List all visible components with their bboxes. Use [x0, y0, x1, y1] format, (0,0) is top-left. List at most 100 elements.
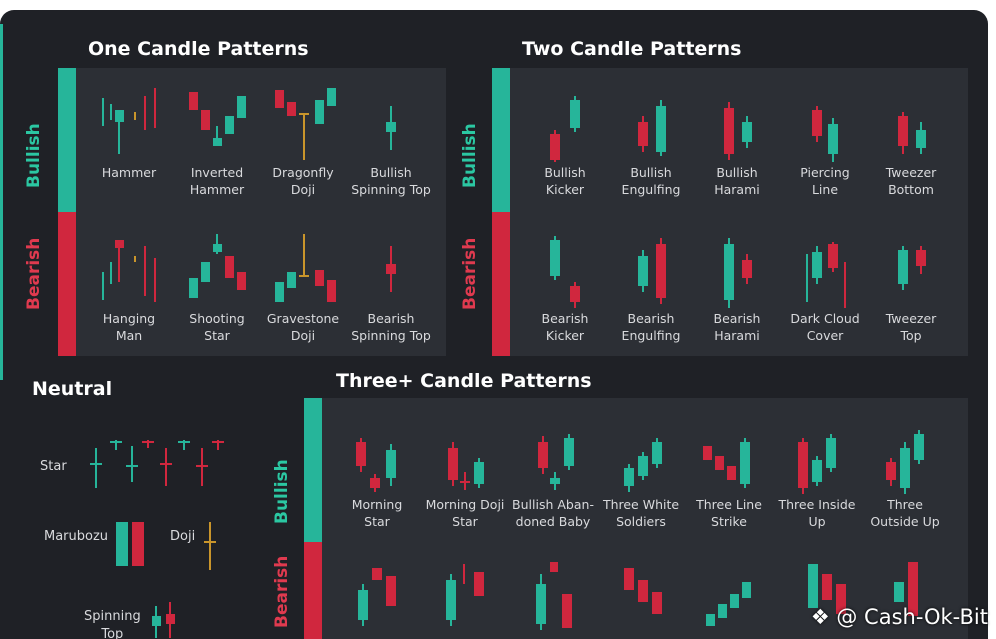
one-candle-panel: Hammer Inverted Hammer Dragonfly Doji — [58, 68, 446, 356]
watermark-text: @ Cash-Ok-Bit — [836, 605, 988, 629]
bearish-kicker-label: Bearish Kicker — [541, 311, 589, 343]
bullish-harami-chart — [724, 102, 752, 160]
pattern-bullish-kicker: Bullish Kicker — [520, 86, 610, 198]
three-candle-bearish-charts — [358, 562, 918, 630]
three-candle-title: Three+ Candle Patterns — [336, 370, 592, 392]
bullish-spinning-top-label: Bullish Spinning Top — [351, 165, 431, 197]
bullish-engulfing-label: Bullish Engulfing — [621, 165, 681, 197]
dark-cloud-cover-label: Dark Cloud Cover — [790, 311, 860, 343]
three-white-soldiers-label: Three White Soldiers — [602, 497, 680, 529]
watermark: ❖ @ Cash-Ok-Bit — [811, 605, 988, 629]
bearish-bar — [304, 542, 322, 639]
morning-star-chart — [356, 438, 396, 492]
neutral-doji-label: Doji — [170, 529, 196, 544]
three-inside-up-chart — [798, 434, 836, 494]
dragonfly-doji-label: Dragonfly Doji — [272, 165, 334, 197]
bullish-bar — [492, 68, 510, 212]
bullish-abandoned-baby-label: Bullish Aban- doned Baby — [512, 497, 594, 529]
one-candle-bearish-label: Bearish — [24, 237, 44, 310]
bearish-kicker-chart — [550, 236, 580, 308]
left-edge-strip — [0, 24, 3, 380]
hanging-man-chart — [102, 240, 156, 302]
shooting-star-label: Shooting Star — [189, 311, 245, 343]
three-white-soldiers-chart — [624, 438, 662, 492]
doji-chart — [204, 522, 216, 570]
pattern-tweezer-bottom: Tweezer Bottom — [866, 86, 956, 198]
binance-diamond-icon: ❖ — [810, 605, 837, 629]
pattern-bearish-spinning-top: Bearish Spinning Top — [346, 232, 436, 344]
neutral-spinning-top-chart — [152, 602, 175, 638]
gravestone-doji-chart — [275, 234, 336, 302]
bullish-kicker-chart — [550, 96, 580, 162]
bullish-spinning-top-chart — [386, 106, 396, 150]
pattern-gravestone-doji: Gravestone Doji — [258, 232, 348, 344]
tweezer-bottom-chart — [898, 112, 926, 154]
pattern-cheat-sheet: One Candle Patterns Hammer Inver — [0, 10, 988, 639]
two-candle-title: Two Candle Patterns — [522, 38, 742, 60]
pattern-inverted-hammer: Inverted Hammer — [172, 86, 262, 198]
hanging-man-label: Hanging Man — [102, 311, 156, 343]
bearish-engulfing-chart — [638, 238, 666, 304]
three-outside-up-label: Three Outside Up — [870, 497, 940, 529]
pattern-dragonfly-doji: Dragonfly Doji — [258, 86, 348, 198]
pattern-three-inside-up: Three Inside Up — [772, 422, 862, 530]
marubozu-chart — [116, 522, 144, 566]
one-candle-title: One Candle Patterns — [88, 38, 309, 60]
bearish-spinning-top-chart — [386, 246, 396, 292]
tweezer-top-chart — [898, 246, 926, 290]
bullish-bar — [58, 68, 76, 212]
three-inside-up-label: Three Inside Up — [778, 497, 856, 529]
bullish-harami-label: Bullish Harami — [714, 165, 760, 197]
three-candle-bearish-label: Bearish — [272, 555, 292, 628]
inverted-hammer-chart — [189, 92, 246, 146]
shooting-star-chart — [189, 234, 246, 298]
pattern-shooting-star: Shooting Star — [172, 232, 262, 344]
bearish-engulfing-label: Bearish Engulfing — [621, 311, 681, 343]
morning-doji-star-label: Morning Doji Star — [425, 497, 505, 529]
one-candle-bullish-label: Bullish — [24, 123, 44, 188]
pattern-hammer: Hammer — [84, 86, 174, 181]
dragonfly-doji-chart — [275, 88, 336, 160]
morning-star-label: Morning Star — [351, 497, 403, 529]
bearish-bar — [58, 212, 76, 356]
neutral-star-chart — [90, 440, 224, 488]
pattern-bullish-abandoned-baby: Bullish Aban- doned Baby — [508, 422, 598, 530]
pattern-bullish-engulfing: Bullish Engulfing — [606, 86, 696, 198]
three-candle-bullish-label: Bullish — [272, 459, 292, 524]
pattern-hanging-man: Hanging Man — [84, 232, 174, 344]
neutral-star-label: Star — [40, 459, 67, 474]
two-candle-bearish-label: Bearish — [460, 237, 480, 310]
hammer-chart — [102, 88, 156, 154]
bullish-engulfing-chart — [638, 100, 666, 156]
hammer-label: Hammer — [101, 165, 157, 180]
dark-cloud-cover-chart — [806, 242, 846, 308]
pattern-three-line-strike: Three Line Strike — [684, 422, 774, 530]
two-candle-bullish-label: Bullish — [460, 123, 480, 188]
bullish-bar — [304, 398, 322, 542]
pattern-tweezer-top: Tweezer Top — [866, 232, 956, 344]
bearish-harami-label: Bearish Harami — [713, 311, 761, 343]
pattern-three-white-soldiers: Three White Soldiers — [596, 422, 686, 530]
gravestone-doji-label: Gravestone Doji — [266, 311, 340, 343]
morning-doji-star-chart — [448, 442, 484, 490]
three-outside-up-chart — [886, 430, 924, 494]
pattern-bearish-kicker: Bearish Kicker — [520, 232, 610, 344]
bearish-spinning-top-label: Bearish Spinning Top — [351, 311, 431, 343]
piercing-line-label: Piercing Line — [800, 165, 850, 197]
pattern-dark-cloud-cover: Dark Cloud Cover — [780, 232, 870, 344]
tweezer-top-label: Tweezer Top — [885, 311, 937, 343]
neutral-title: Neutral — [32, 378, 113, 400]
pattern-bearish-engulfing: Bearish Engulfing — [606, 232, 696, 344]
inverted-hammer-label: Inverted Hammer — [189, 165, 245, 197]
neutral-marubozu-label: Marubozu — [44, 529, 109, 544]
bullish-kicker-label: Bullish Kicker — [544, 165, 586, 197]
piercing-line-chart — [812, 106, 838, 162]
two-candle-panel: Bullish Kicker Bullish Engulfing Bullish… — [492, 68, 968, 356]
bearish-harami-chart — [724, 238, 752, 308]
three-line-strike-chart — [703, 438, 750, 488]
three-candle-panel: Morning Star Morning Doji Star Bullish A… — [304, 398, 968, 639]
pattern-bearish-harami: Bearish Harami — [692, 232, 782, 344]
pattern-morning-star: Morning Star — [332, 422, 422, 530]
bullish-abandoned-baby-chart — [538, 434, 574, 490]
tweezer-bottom-label: Tweezer Bottom — [885, 165, 937, 197]
